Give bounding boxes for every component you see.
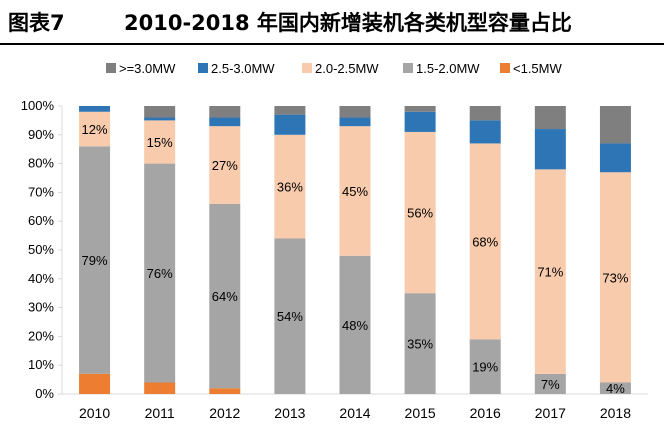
bar-segment xyxy=(534,129,566,170)
x-category-label: 2015 xyxy=(405,405,436,421)
x-category-label: 2017 xyxy=(535,405,566,421)
data-label: 71% xyxy=(537,265,563,280)
data-label: 54% xyxy=(277,309,303,324)
legend-swatch xyxy=(403,63,413,73)
bar-segment xyxy=(209,388,241,394)
y-tick-label: 100% xyxy=(21,98,55,113)
bar-segment xyxy=(469,106,501,121)
y-tick-label: 70% xyxy=(28,184,54,199)
data-label: 19% xyxy=(472,360,498,375)
figure-title-bar: 图表7 2010-2018 年国内新增装机各类机型容量占比 xyxy=(0,0,664,40)
bar-segment xyxy=(339,255,371,394)
x-category-label: 2018 xyxy=(600,405,631,421)
data-label: 36% xyxy=(277,180,303,195)
x-category-label: 2012 xyxy=(209,405,240,421)
legend-label: 2.0-2.5MW xyxy=(315,61,379,76)
bar-segment xyxy=(144,106,176,118)
x-category-label: 2010 xyxy=(79,405,110,421)
bar-segment xyxy=(144,382,176,394)
data-label: 12% xyxy=(82,122,108,137)
data-label: 48% xyxy=(342,318,368,333)
bar-segment xyxy=(339,117,371,127)
legend-swatch xyxy=(302,63,312,73)
bar-segment xyxy=(534,106,566,130)
bar-segment xyxy=(469,339,501,394)
data-label: 45% xyxy=(342,184,368,199)
bar-segment xyxy=(144,120,176,164)
y-tick-label: 80% xyxy=(28,156,54,171)
bar-segment xyxy=(339,106,371,118)
x-category-label: 2016 xyxy=(470,405,501,421)
legend-swatch xyxy=(500,63,510,73)
bar-segment xyxy=(404,111,436,132)
y-tick-label: 50% xyxy=(28,242,54,257)
bar-segment xyxy=(534,169,566,374)
bar-segment xyxy=(469,143,501,340)
bar-segment xyxy=(404,131,436,294)
data-label: 4% xyxy=(606,381,625,396)
bar-segment xyxy=(144,163,176,383)
legend-label: 1.5-2.0MW xyxy=(416,61,480,76)
bar-segment xyxy=(274,106,306,115)
data-label: 56% xyxy=(407,206,433,221)
data-label: 27% xyxy=(212,158,238,173)
x-category-label: 2013 xyxy=(274,405,305,421)
data-label: 79% xyxy=(82,253,108,268)
data-label: 7% xyxy=(541,377,560,392)
legend-swatch xyxy=(106,63,116,73)
data-label: 73% xyxy=(602,270,628,285)
bar-segment xyxy=(79,373,111,394)
bar-segment xyxy=(79,106,111,112)
legend-label: 2.5-3.0MW xyxy=(211,61,275,76)
bar-segment xyxy=(79,111,111,147)
bar-segment xyxy=(599,172,631,383)
bar-segment xyxy=(209,126,241,204)
bar-segment xyxy=(599,143,631,173)
legend-label: <1.5MW xyxy=(513,61,562,76)
bar-segment xyxy=(274,238,306,394)
legend-swatch xyxy=(198,63,208,73)
y-tick-label: 10% xyxy=(28,357,54,372)
y-tick-label: 60% xyxy=(28,213,54,228)
y-tick-label: 40% xyxy=(28,271,54,286)
y-tick-label: 20% xyxy=(28,328,54,343)
bar-segment xyxy=(599,382,631,394)
bar-segment xyxy=(339,126,371,256)
data-label: 68% xyxy=(472,234,498,249)
data-label: 35% xyxy=(407,337,433,352)
bar-segment xyxy=(144,117,176,121)
data-label: 15% xyxy=(147,135,173,150)
legend-label: >=3.0MW xyxy=(119,61,176,76)
bar-segment xyxy=(209,117,241,127)
bar-segment xyxy=(404,106,436,112)
bar-segment xyxy=(274,114,306,135)
data-label: 64% xyxy=(212,289,238,304)
title-rule xyxy=(0,43,664,45)
bar-segment xyxy=(79,146,111,374)
figure-number: 图表7 xyxy=(8,11,65,35)
x-category-label: 2011 xyxy=(145,405,175,421)
y-tick-label: 90% xyxy=(28,127,54,142)
bar-segment xyxy=(599,106,631,144)
y-tick-label: 30% xyxy=(28,300,54,315)
bar-segment xyxy=(469,120,501,144)
x-category-label: 2014 xyxy=(339,405,370,421)
bar-segment xyxy=(274,134,306,239)
bar-segment xyxy=(209,203,241,389)
data-label: 76% xyxy=(147,266,173,281)
figure-title: 2010-2018 年国内新增装机各类机型容量占比 xyxy=(124,11,572,35)
bar-segment xyxy=(534,373,566,394)
bar-segment xyxy=(209,106,241,118)
y-tick-label: 0% xyxy=(35,386,54,401)
bar-segment xyxy=(404,293,436,394)
